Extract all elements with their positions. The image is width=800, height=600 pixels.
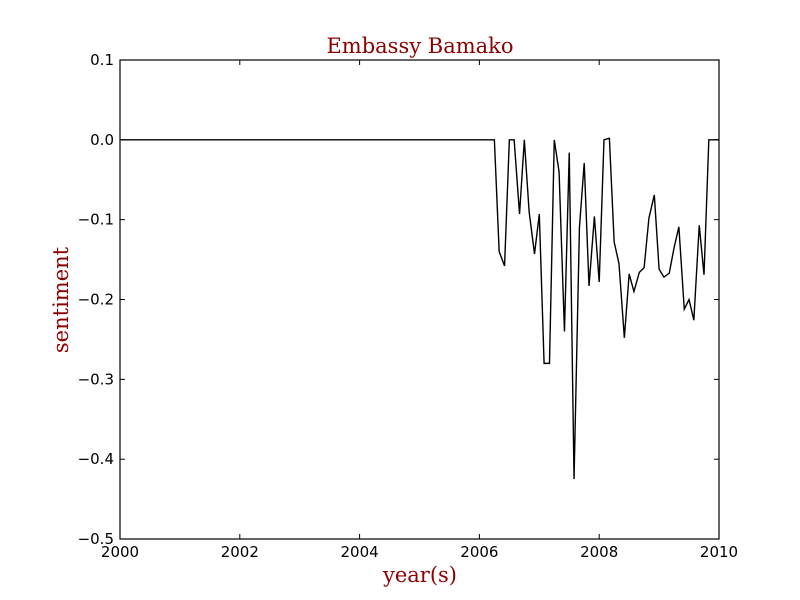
y-tick-label: 0.0 [90,131,114,149]
x-tick-label: 2000 [101,543,139,561]
x-tick-label: 2002 [221,543,259,561]
x-tick-label: 2004 [341,543,379,561]
y-tick-label: 0.1 [90,51,114,69]
x-tick-label: 2010 [700,543,738,561]
series-line [120,137,719,480]
chart-title: Embassy Bamako [326,34,513,58]
y-tick-label: −0.5 [78,530,114,548]
x-axis-label: year(s) [382,563,457,587]
y-axis-label: sentiment [49,246,73,353]
y-tick-label: −0.4 [78,450,114,468]
y-tick-label: −0.3 [78,370,114,388]
x-tick-label: 2006 [460,543,498,561]
x-tick-label: 2008 [580,543,618,561]
y-tick-label: −0.1 [78,211,114,229]
x-axis: 2000 2002 2004 2006 2008 2010 [101,60,738,561]
y-tick-label: −0.2 [78,291,114,309]
y-axis: 0.1 0.0 −0.1 −0.2 −0.3 −0.4 −0.5 [78,51,719,548]
